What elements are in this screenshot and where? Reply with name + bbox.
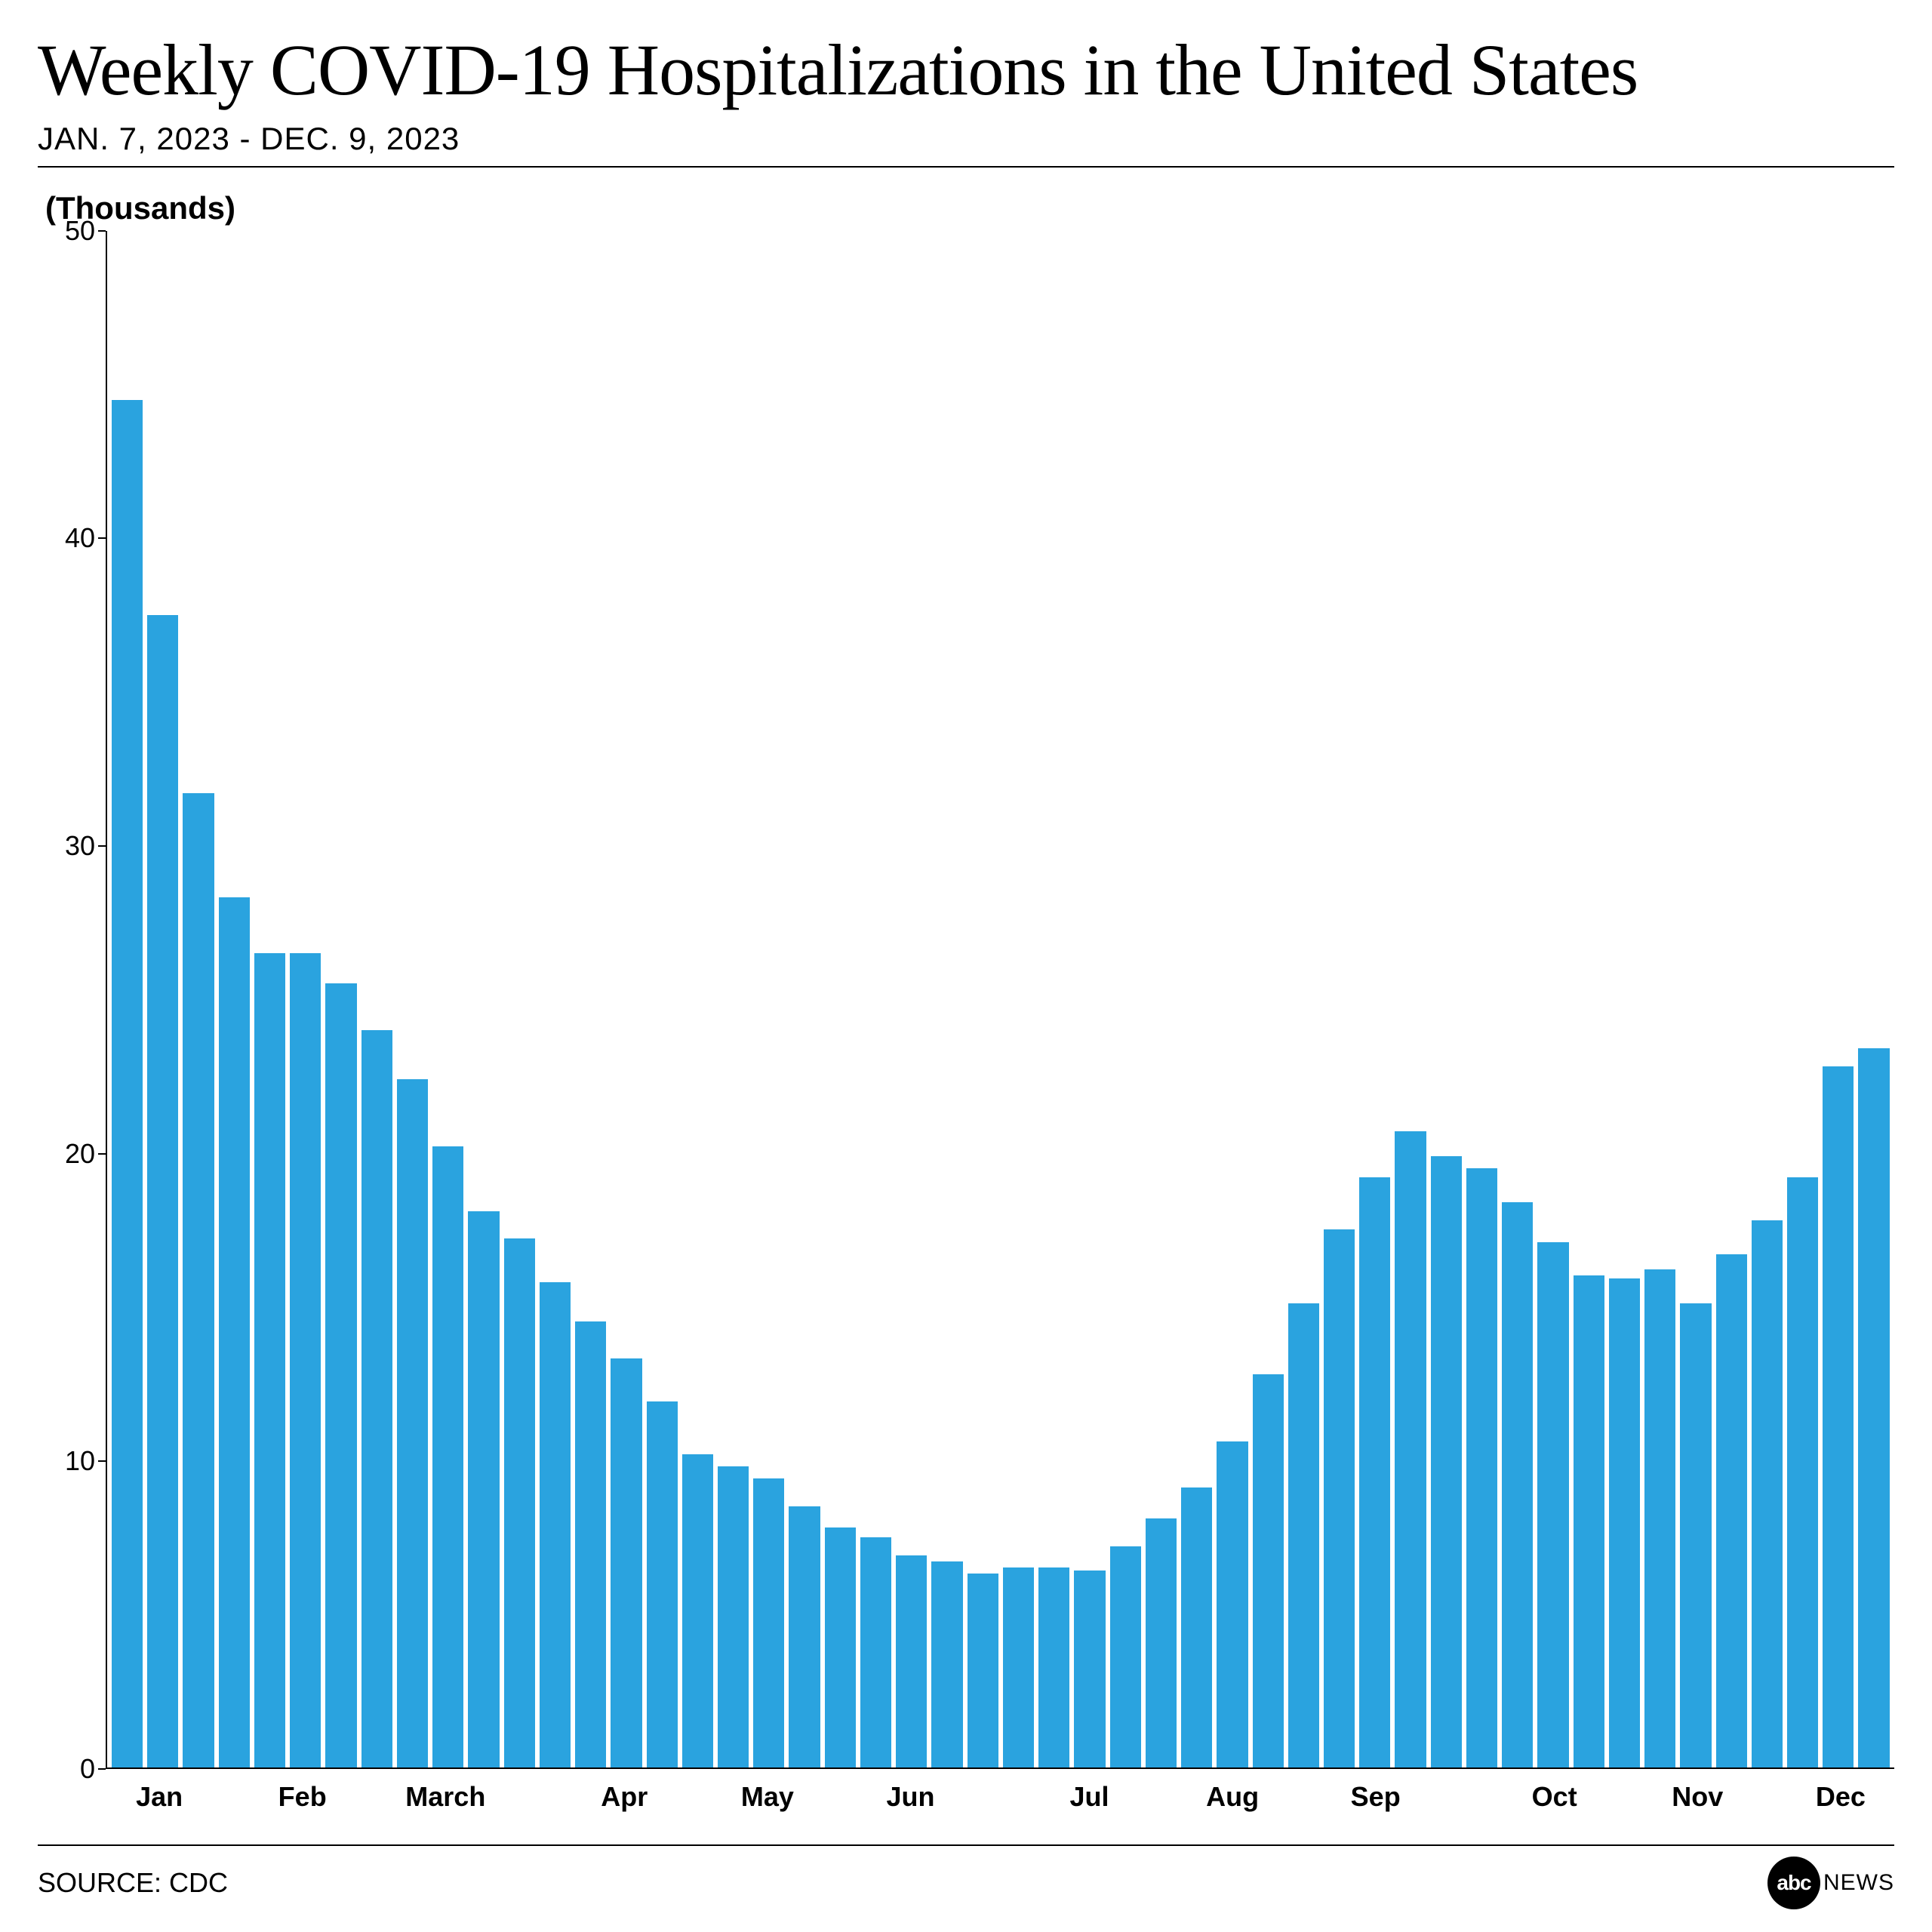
bar — [290, 953, 321, 1767]
bar — [1823, 1066, 1854, 1767]
bar — [718, 1466, 749, 1767]
y-tick-mark — [98, 230, 106, 232]
bar — [1537, 1242, 1568, 1767]
x-tick-label: Jun — [886, 1781, 934, 1813]
chart-title: Weekly COVID-19 Hospitalizations in the … — [38, 30, 1894, 110]
bar — [1110, 1546, 1141, 1767]
y-tick-mark — [98, 1460, 106, 1462]
chart-subtitle: JAN. 7, 2023 - DEC. 9, 2023 — [38, 121, 1894, 157]
bar — [540, 1282, 571, 1768]
x-tick-label: May — [741, 1781, 794, 1813]
bar — [147, 615, 178, 1767]
x-tick-label: Sep — [1351, 1781, 1401, 1813]
bar — [1502, 1202, 1533, 1767]
bar — [789, 1506, 820, 1767]
bar-plot — [106, 231, 1894, 1769]
bar — [647, 1401, 678, 1767]
abc-logo-circle: abc — [1767, 1857, 1820, 1909]
bar — [325, 983, 356, 1767]
bar — [1680, 1303, 1711, 1767]
y-axis-label: (Thousands) — [45, 190, 1894, 226]
bar — [254, 953, 285, 1767]
bar — [825, 1527, 856, 1767]
bar — [112, 400, 143, 1767]
bar — [1288, 1303, 1319, 1767]
abc-news-logo: abc NEWS — [1767, 1857, 1894, 1909]
bar — [1324, 1229, 1355, 1767]
bar — [183, 793, 214, 1767]
bar — [432, 1146, 463, 1767]
x-tick-label: Nov — [1672, 1781, 1723, 1813]
divider-top — [38, 166, 1894, 168]
bar — [1644, 1269, 1675, 1767]
bar — [361, 1030, 392, 1767]
y-tick-mark — [98, 537, 106, 539]
bar — [1716, 1254, 1747, 1767]
x-tick-label: Oct — [1532, 1781, 1577, 1813]
y-tick-mark — [98, 845, 106, 847]
bar — [468, 1211, 499, 1767]
bar — [860, 1537, 891, 1767]
x-tick-label: March — [405, 1781, 485, 1813]
bar — [1574, 1275, 1604, 1767]
chart-footer: SOURCE: CDC abc NEWS — [38, 1857, 1894, 1909]
bar — [1003, 1567, 1034, 1767]
bar — [1359, 1177, 1390, 1767]
bar — [753, 1478, 784, 1767]
x-axis: Jan Feb March Apr May Jun Jul Aug Sep Oct Nov Dec — [106, 1769, 1894, 1822]
x-tick-label: Aug — [1206, 1781, 1259, 1813]
x-tick-label: Jan — [136, 1781, 183, 1813]
bar — [1181, 1487, 1212, 1767]
x-tick-label: Feb — [278, 1781, 327, 1813]
bar — [1787, 1177, 1818, 1767]
bar — [1431, 1156, 1462, 1767]
bar — [1038, 1567, 1069, 1767]
bar — [1609, 1278, 1640, 1767]
x-tick-label: Dec — [1816, 1781, 1866, 1813]
y-tick-label: 0 — [80, 1753, 95, 1785]
bar — [896, 1555, 927, 1767]
chart-area: 01020304050 JanFebMarchAprMayJunJulAugSe… — [38, 231, 1894, 1822]
bar — [219, 897, 250, 1767]
y-tick-label: 20 — [65, 1138, 95, 1170]
y-tick-label: 50 — [65, 215, 95, 247]
bar — [1074, 1571, 1105, 1767]
bar — [611, 1358, 641, 1767]
bar — [682, 1454, 713, 1767]
x-tick-label: Jul — [1069, 1781, 1109, 1813]
bar — [1146, 1518, 1177, 1767]
y-tick-mark — [98, 1153, 106, 1155]
abc-logo-text: NEWS — [1823, 1870, 1894, 1896]
bar — [575, 1321, 606, 1767]
source-label: SOURCE: CDC — [38, 1867, 228, 1899]
bar — [1752, 1220, 1783, 1767]
y-tick-label: 40 — [65, 522, 95, 554]
y-tick-label: 10 — [65, 1445, 95, 1477]
y-tick-label: 30 — [65, 830, 95, 862]
y-axis: 01020304050 — [38, 231, 106, 1769]
bar — [968, 1574, 998, 1767]
bar — [931, 1561, 962, 1767]
bar — [504, 1238, 535, 1767]
y-tick-mark — [98, 1768, 106, 1770]
bar — [1253, 1374, 1284, 1767]
x-tick-label: Apr — [601, 1781, 648, 1813]
bar — [1395, 1131, 1426, 1767]
bar — [397, 1079, 428, 1767]
bar — [1466, 1168, 1497, 1767]
bar — [1858, 1048, 1889, 1767]
bar — [1217, 1441, 1247, 1767]
divider-bottom — [38, 1844, 1894, 1846]
